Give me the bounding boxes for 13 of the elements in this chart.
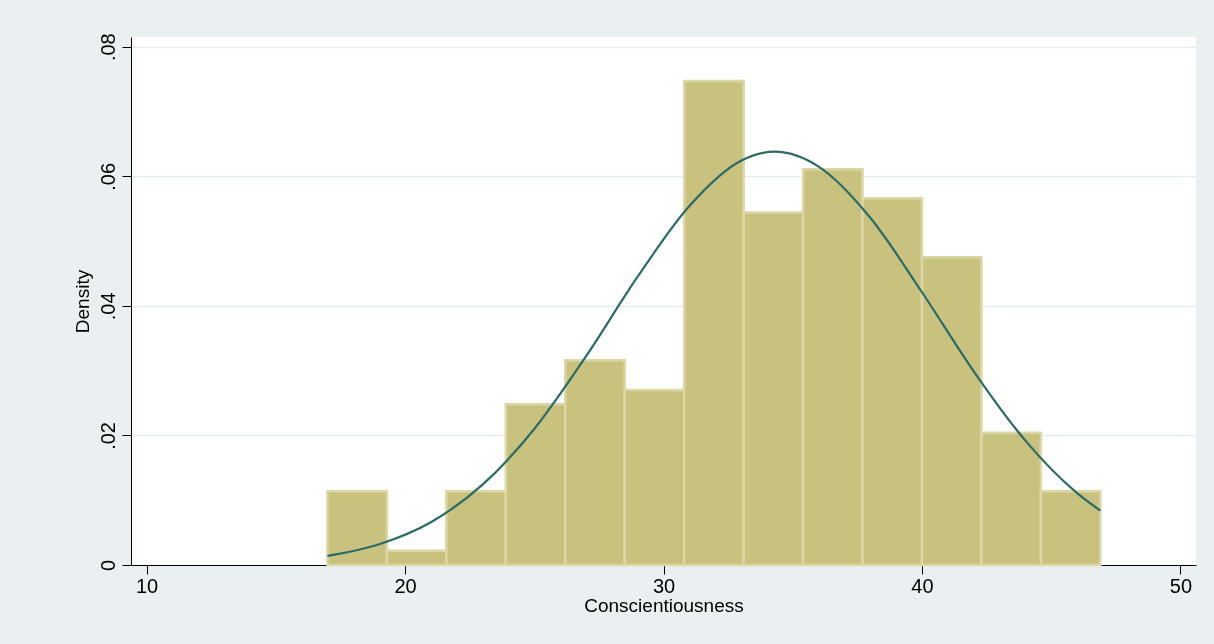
y-tick-label: .06: [96, 162, 119, 191]
x-tick-label: 10: [135, 574, 159, 597]
y-axis-title: Density: [71, 269, 93, 334]
y-tick-label: .08: [96, 33, 119, 62]
y-tick-label: .04: [96, 292, 119, 321]
x-tick-label: 20: [394, 574, 417, 597]
x-tick-label: 30: [652, 574, 676, 597]
x-axis-title: Conscientiousness: [584, 594, 744, 616]
line-series: [326, 150, 1102, 558]
x-tick-label: 50: [1169, 574, 1193, 597]
y-tick-label: .02: [96, 422, 119, 450]
y-tick-label: 0: [96, 559, 119, 572]
x-tick-label: 40: [911, 574, 934, 597]
